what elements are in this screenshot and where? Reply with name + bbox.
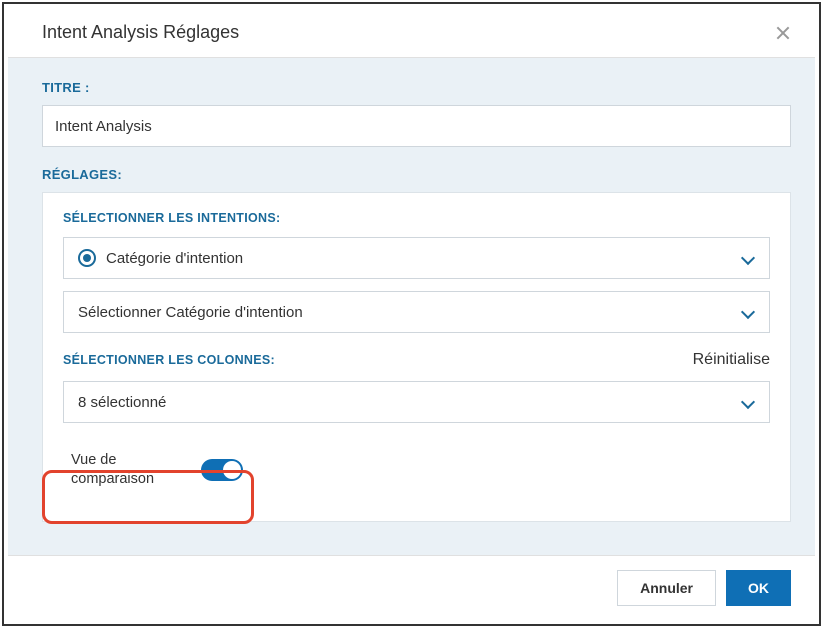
select-intentions-label: SÉLECTIONNER LES INTENTIONS: [63, 211, 770, 225]
settings-modal: Intent Analysis Réglages TITRE : RÉGLAGE… [8, 8, 815, 620]
dropdown-left: 8 sélectionné [78, 394, 166, 411]
select-columns-label: SÉLECTIONNER LES COLONNES: [63, 353, 275, 367]
comparison-toggle-row: Vue de comparaison [63, 441, 273, 499]
chevron-down-icon [741, 251, 755, 265]
settings-panel: SÉLECTIONNER LES INTENTIONS: Catégorie d… [42, 192, 791, 522]
dropdown-select-category-label: Sélectionner Catégorie d'intention [78, 304, 303, 321]
titre-input[interactable] [42, 105, 791, 147]
modal-body: TITRE : RÉGLAGES: SÉLECTIONNER LES INTEN… [8, 58, 815, 555]
close-icon[interactable] [775, 25, 791, 41]
reset-link[interactable]: Réinitialise [693, 351, 770, 369]
cancel-button[interactable]: Annuler [617, 570, 716, 606]
intention-category-dropdown[interactable]: Catégorie d'intention [63, 237, 770, 279]
reglages-label: RÉGLAGES: [42, 167, 791, 182]
titre-label: TITRE : [42, 80, 791, 95]
ok-button[interactable]: OK [726, 570, 791, 606]
dropdown-left: Catégorie d'intention [78, 249, 243, 267]
dropdown-category-label: Catégorie d'intention [106, 250, 243, 267]
chevron-down-icon [741, 395, 755, 409]
dropdown-left: Sélectionner Catégorie d'intention [78, 304, 303, 321]
comparison-toggle-label: Vue de comparaison [71, 451, 171, 489]
select-category-dropdown[interactable]: Sélectionner Catégorie d'intention [63, 291, 770, 333]
dropdown-columns-label: 8 sélectionné [78, 394, 166, 411]
modal-title: Intent Analysis Réglages [42, 22, 239, 43]
chevron-down-icon [741, 305, 755, 319]
radio-icon [78, 249, 96, 267]
columns-dropdown[interactable]: 8 sélectionné [63, 381, 770, 423]
comparison-toggle[interactable] [201, 459, 243, 481]
modal-footer: Annuler OK [8, 555, 815, 620]
columns-row: SÉLECTIONNER LES COLONNES: Réinitialise [63, 351, 770, 369]
modal-header: Intent Analysis Réglages [8, 8, 815, 58]
